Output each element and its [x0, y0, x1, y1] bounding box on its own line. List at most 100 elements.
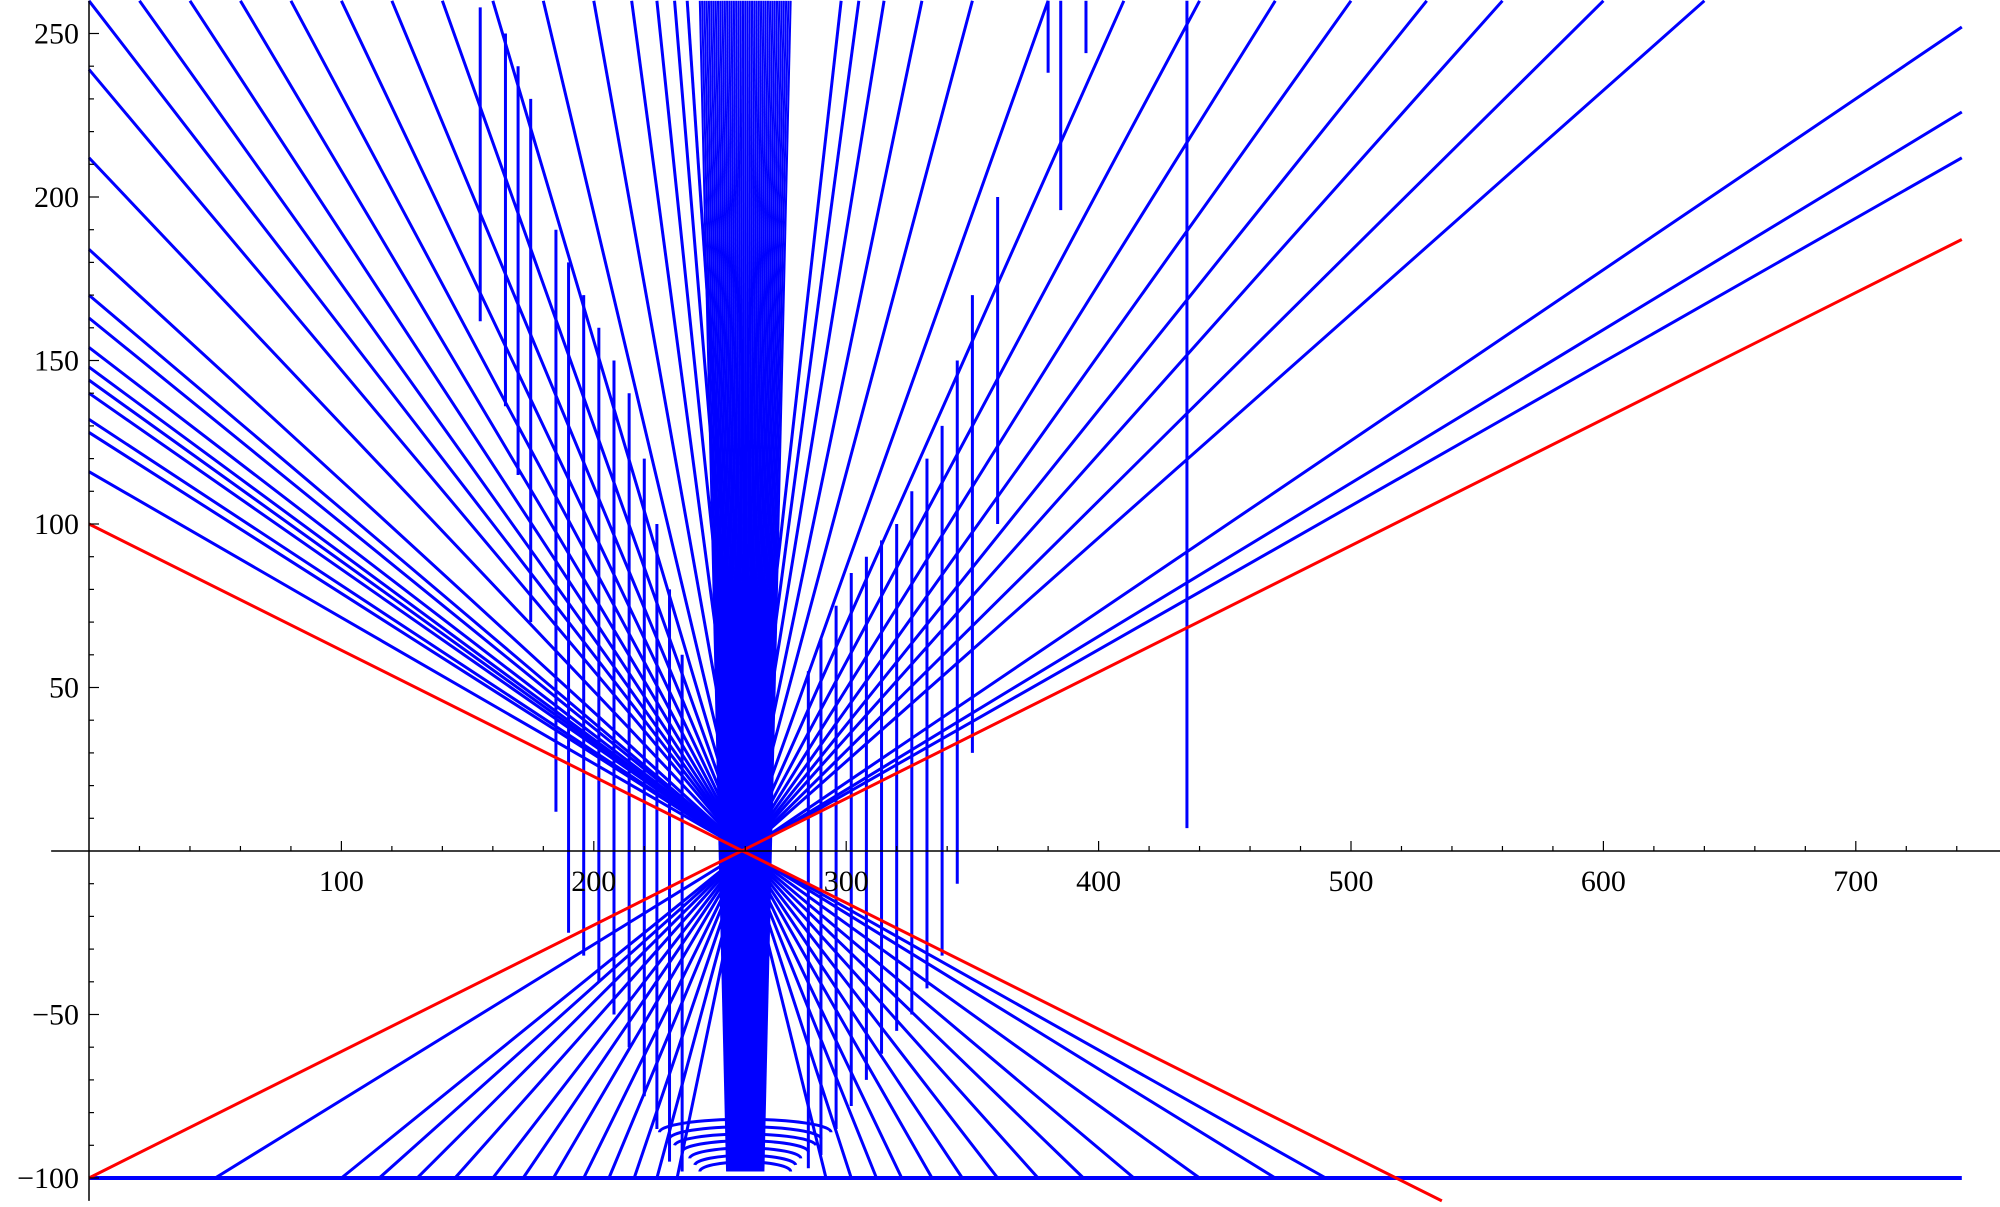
blue-line	[188, 0, 747, 852]
blue-line	[88, 346, 747, 853]
blue-line	[88, 418, 747, 853]
blue-line	[757, 0, 781, 1172]
red-line	[88, 522, 1443, 1203]
blue-line	[340, 0, 747, 852]
red-series-layer	[88, 238, 1963, 1203]
x-tick-label: 500	[1329, 865, 1374, 898]
blue-line	[491, 0, 747, 852]
blue-line	[88, 431, 747, 853]
blue-series-layer	[87, 0, 1963, 1180]
blue-line	[710, 0, 733, 1172]
blue-line	[743, 850, 934, 1179]
blue-line	[728, 0, 740, 1172]
blue-line	[744, 850, 999, 1179]
blue-line	[714, 0, 735, 1172]
blue-line	[440, 0, 747, 852]
blue-line	[701, 0, 729, 1172]
blue-line	[745, 0, 749, 1172]
blue-line	[741, 0, 746, 1172]
blue-line	[703, 0, 730, 1172]
blue-line	[87, 248, 747, 853]
blue-line	[762, 0, 792, 1172]
blue-line	[744, 25, 1963, 853]
blue-line	[87, 0, 747, 852]
blue-line	[744, 156, 1963, 853]
blue-line	[721, 0, 738, 1172]
blue-line	[761, 0, 790, 1172]
blue-line	[88, 470, 746, 853]
x-tick-label: 600	[1581, 865, 1626, 898]
blue-line	[756, 0, 776, 1172]
blue-line	[749, 0, 760, 1172]
axis-ticks	[89, 32, 1958, 1179]
blue-line	[755, 0, 774, 1172]
blue-line	[737, 0, 744, 1172]
blue-line	[752, 0, 767, 1172]
blue-line	[88, 365, 747, 853]
blue-line	[239, 0, 747, 852]
blue-line	[707, 0, 732, 1172]
blue-line	[541, 0, 747, 852]
blue-line	[712, 0, 734, 1172]
blue-line	[744, 849, 1135, 1180]
blue-line	[748, 0, 758, 1172]
blue-line	[552, 850, 747, 1179]
blue-line	[739, 0, 745, 1172]
x-tick-label: 200	[571, 865, 616, 898]
y-tick-label: −100	[17, 1162, 79, 1195]
y-tick-label: −50	[32, 999, 79, 1032]
blue-line	[719, 0, 737, 1172]
blue-line	[453, 850, 747, 1179]
blue-line	[746, 0, 754, 1172]
blue-line	[730, 0, 741, 1172]
blue-line	[750, 0, 763, 1172]
blue-line	[735, 0, 743, 1172]
blue-line	[743, 0, 1050, 852]
blue-line	[88, 316, 747, 853]
blue-line	[744, 849, 1277, 1180]
blue-line	[705, 0, 731, 1172]
blue-line	[744, 0, 1706, 853]
blue-line	[87, 68, 747, 852]
blue-line	[746, 0, 751, 1172]
blue-line	[743, 0, 974, 852]
blue-line	[340, 849, 747, 1180]
x-tick-label: 400	[1076, 865, 1121, 898]
axes	[51, 0, 2000, 1201]
blue-line	[744, 849, 1327, 1180]
blue-line	[744, 849, 1085, 1180]
x-tick-label: 700	[1833, 865, 1878, 898]
blue-line	[88, 391, 747, 853]
blue-line	[378, 849, 747, 1180]
blue-line	[744, 849, 1040, 1180]
blue-line	[754, 0, 772, 1172]
blue-line	[521, 850, 747, 1179]
blue-line	[744, 110, 1963, 853]
blue-line	[582, 850, 747, 1179]
x-tick-label: 100	[319, 865, 364, 898]
blue-line	[744, 0, 1605, 853]
blue-line	[744, 0, 1353, 852]
blue-line	[491, 850, 747, 1179]
blue-line	[753, 0, 769, 1172]
blue-line	[751, 0, 765, 1172]
blue-line	[744, 0, 1504, 852]
blue-line	[744, 0, 1428, 852]
blue-line	[416, 849, 747, 1180]
blue-line	[88, 378, 747, 853]
y-tick-label: 50	[49, 672, 79, 705]
x-tick-label: 300	[824, 865, 869, 898]
blue-line	[88, 293, 747, 853]
blue-line	[760, 0, 788, 1172]
blue-line	[732, 0, 742, 1172]
blue-line	[743, 850, 964, 1179]
y-tick-label: 250	[34, 18, 79, 51]
blue-line	[756, 0, 779, 1172]
tick-labels: 100 200 300 400 500 600 700 −100 −50 50 100 150 200 2…	[17, 18, 1878, 1196]
y-tick-label: 200	[34, 181, 79, 214]
blue-line	[87, 156, 747, 853]
blue-line	[723, 0, 739, 1172]
blue-line	[758, 0, 783, 1172]
